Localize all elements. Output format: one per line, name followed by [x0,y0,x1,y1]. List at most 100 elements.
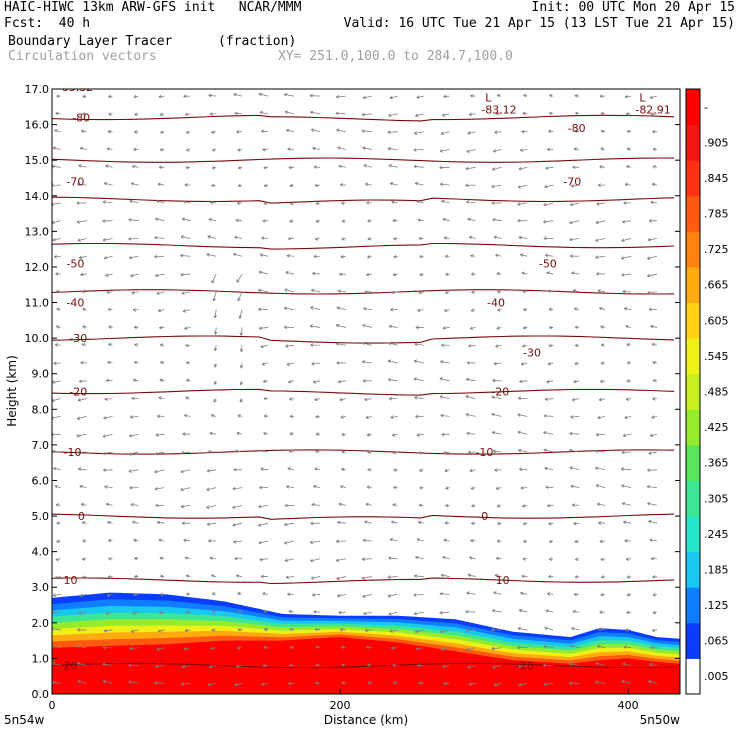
vector-head [235,664,239,667]
vector-head [444,254,448,257]
vector-head [310,521,314,524]
vector-head [263,165,267,169]
vector-head [211,628,215,631]
vector-shaft [77,451,87,453]
circulation-vector [154,681,165,685]
vector-shaft [624,307,632,311]
circulation-vector [239,327,244,336]
vector-head [652,594,657,597]
vector-head [155,434,159,437]
vector-head [285,270,289,273]
vector-head [440,573,444,576]
vector-shaft [76,433,87,437]
vector-head [493,149,496,152]
vector-head [623,201,627,204]
colorbar-label: .785 [704,208,729,221]
circulation-vector [233,252,243,257]
circulation-vector [600,361,606,365]
vector-head [522,557,526,560]
circulation-vector [440,573,450,578]
vector-shaft [52,645,61,649]
circulation-vector [77,182,87,186]
vector-head [312,380,316,383]
vector-head [545,166,549,169]
vector-shaft [235,450,243,453]
vector-shaft [648,451,658,454]
circulation-vector [77,398,87,402]
vector-shaft [387,576,398,578]
circulation-vector [184,628,191,633]
circulation-vector [261,129,269,134]
vector-shaft [52,628,61,631]
circulation-vector [258,326,269,330]
circulation-vector [56,521,61,525]
vector-head [54,484,58,487]
vector-head [262,450,265,453]
vector-head [569,466,573,468]
vector-shaft [338,611,346,614]
circulation-vector [53,254,61,259]
vector-head [623,645,627,648]
vector-head [471,272,475,275]
vector-shaft [159,611,165,614]
vector-head [214,315,218,319]
vector-shaft [362,361,372,364]
vector-head [419,470,423,472]
vector-shaft [387,593,398,597]
vector-shaft [442,218,450,222]
vector-shaft [623,646,632,649]
vector-head [651,183,655,187]
vector-shaft [571,627,580,631]
vector-head [600,325,604,327]
circulation-vector [467,131,476,135]
vector-shaft [573,380,580,383]
vector-head [444,522,448,525]
vector-shaft [517,414,528,417]
circulation-vector [646,273,658,278]
vector-head [336,576,339,580]
vector-head [388,378,392,380]
circulation-vector [493,682,502,687]
vector-head [313,256,317,259]
vector-shaft [52,165,61,168]
vector-head [311,504,315,507]
circulation-vector [185,378,191,383]
vector-head [549,111,553,114]
vector-head [390,182,394,184]
vector-head [625,628,629,631]
vector-head [156,293,160,295]
vector-head [181,293,185,295]
contour-label: -70 [563,176,581,189]
vector-head [519,379,523,383]
circulation-vector [335,94,346,99]
vector-head [520,592,523,596]
vector-shaft [337,290,346,293]
circulation-vector [362,324,372,328]
circulation-vector [156,647,165,651]
vector-head [107,131,111,134]
circulation-vector [595,238,606,242]
vector-head [236,280,240,283]
vector-shaft [335,343,346,346]
circulation-vector [572,289,580,293]
vector-head [569,222,573,225]
circulation-vector [209,556,217,560]
vector-shaft [102,433,113,438]
circulation-vector [258,288,269,293]
circulation-vector [389,95,398,100]
circulation-vector [549,94,554,98]
vector-head [341,434,345,437]
vector-head [466,432,470,436]
vector-head [418,681,422,684]
vector-head [133,326,137,330]
vector-shaft [81,576,87,579]
vector-head [287,148,291,151]
vector-head [128,433,132,437]
vector-shaft [311,362,320,365]
vector-head [104,397,108,400]
vector-shaft [361,113,372,116]
vector-head [206,507,210,509]
vector-head [623,520,627,523]
vector-shaft [132,165,139,168]
vector-shaft [621,485,632,488]
